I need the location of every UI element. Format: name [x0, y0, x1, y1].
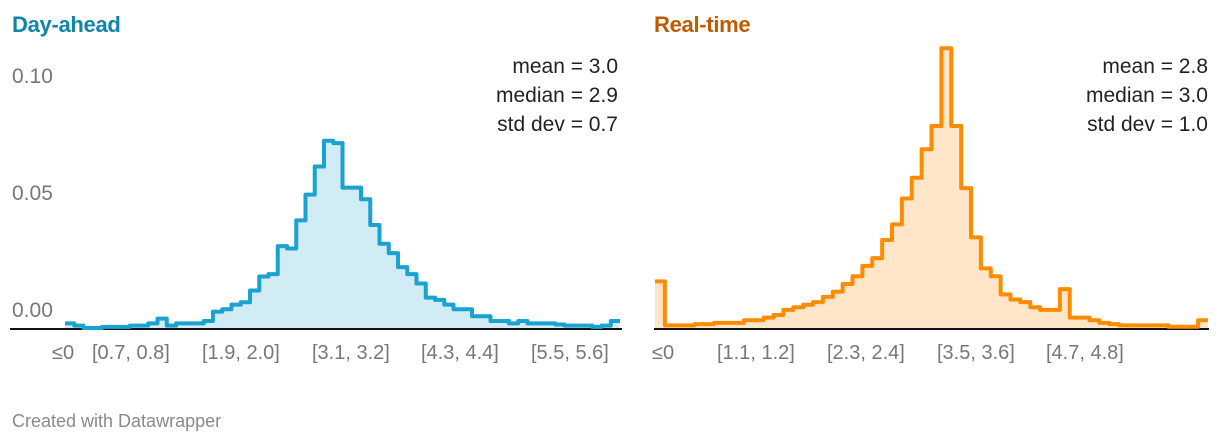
histogram-step-line — [65, 138, 620, 330]
x-tick-label: [4.3, 4.4] — [421, 342, 499, 364]
stats-annotation: mean = 2.8 median = 3.0 std dev = 1.0 — [1086, 52, 1208, 139]
stat-std-dev: std dev = 1.0 — [1087, 113, 1208, 136]
chart-title: Real-time — [654, 12, 751, 37]
stats-annotation: mean = 3.0 median = 2.9 std dev = 0.7 — [496, 52, 618, 139]
x-tick-label: [1.1, 1.2] — [717, 342, 795, 364]
histogram-plot — [654, 46, 1209, 330]
stat-mean: mean = 3.0 — [512, 55, 618, 78]
stat-mean: mean = 2.8 — [1102, 55, 1208, 78]
histogram-fill — [655, 48, 1208, 328]
x-tick-label: [0.7, 0.8] — [92, 342, 170, 364]
histogram-step-line — [655, 46, 1208, 329]
y-tick-label: 0.00 — [12, 299, 53, 322]
x-tick-label: ≤0 — [52, 342, 75, 364]
histogram-fill — [65, 140, 620, 328]
x-tick-label: [5.5, 5.6] — [531, 342, 609, 364]
y-tick-label: 0.10 — [12, 65, 53, 88]
day-ahead-panel: Day-ahead mean = 3.0 median = 2.9 std de… — [0, 0, 630, 380]
x-tick-label: ≤0 — [652, 342, 675, 364]
chart-title: Day-ahead — [12, 12, 121, 37]
stat-median: median = 2.9 — [495, 84, 618, 107]
stat-median: median = 3.0 — [1085, 84, 1208, 107]
real-time-panel: Real-time mean = 2.8 median = 3.0 std de… — [640, 0, 1220, 380]
y-tick-label: 0.05 — [12, 182, 53, 205]
x-tick-label: [2.3, 2.4] — [827, 342, 905, 364]
x-tick-label: [1.9, 2.0] — [202, 342, 280, 364]
x-tick-label: [3.1, 3.2] — [312, 342, 390, 364]
x-tick-label: [4.7, 4.8] — [1046, 342, 1124, 364]
histogram-plot — [10, 138, 622, 330]
stat-std-dev: std dev = 0.7 — [497, 113, 618, 136]
attribution: Created with Datawrapper — [12, 411, 222, 431]
x-tick-label: [3.5, 3.6] — [937, 342, 1015, 364]
